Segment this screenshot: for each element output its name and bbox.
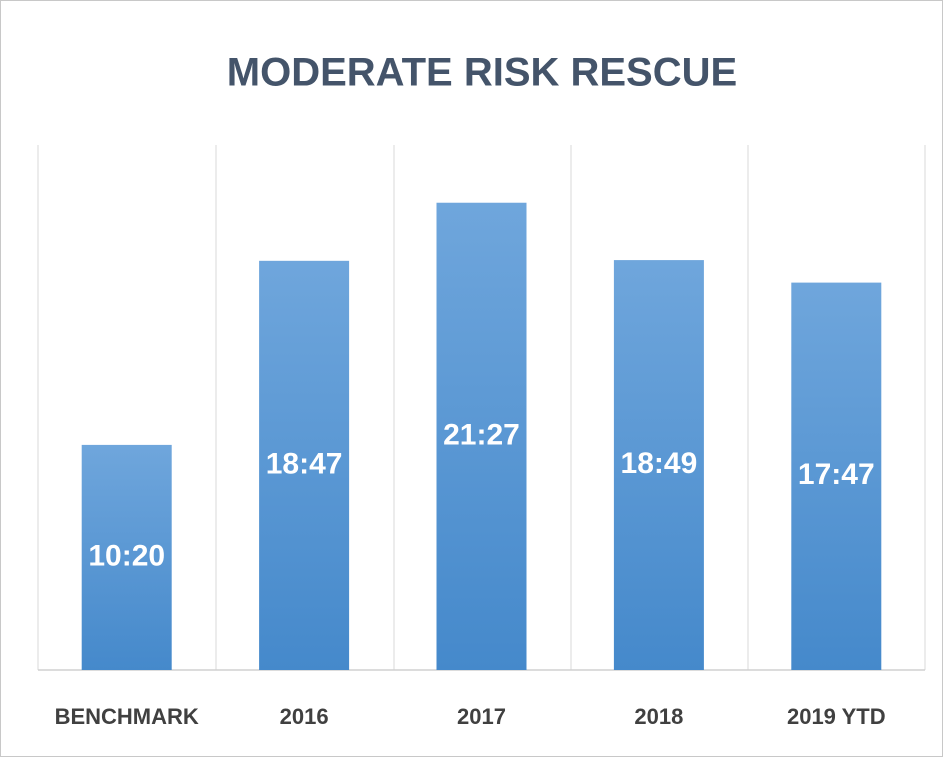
data-label: 18:47 xyxy=(266,447,343,480)
x-tick-label: 2017 xyxy=(457,704,506,729)
bar xyxy=(81,444,172,670)
data-label: 10:20 xyxy=(88,539,165,572)
data-label: 21:27 xyxy=(443,418,520,451)
category-separators xyxy=(37,145,926,670)
bar xyxy=(436,202,527,670)
x-tick-label: 2018 xyxy=(634,704,683,729)
bar xyxy=(613,260,704,670)
chart-title: MODERATE RISK RESCUE xyxy=(227,51,737,95)
data-label: 17:47 xyxy=(798,458,875,491)
x-tick-label: BENCHMARK xyxy=(55,704,199,729)
x-tick-label: 2019 YTD xyxy=(787,704,886,729)
x-tick-label: 2016 xyxy=(280,704,329,729)
bar xyxy=(791,282,882,670)
data-label: 18:49 xyxy=(621,447,698,480)
bar xyxy=(259,260,350,670)
